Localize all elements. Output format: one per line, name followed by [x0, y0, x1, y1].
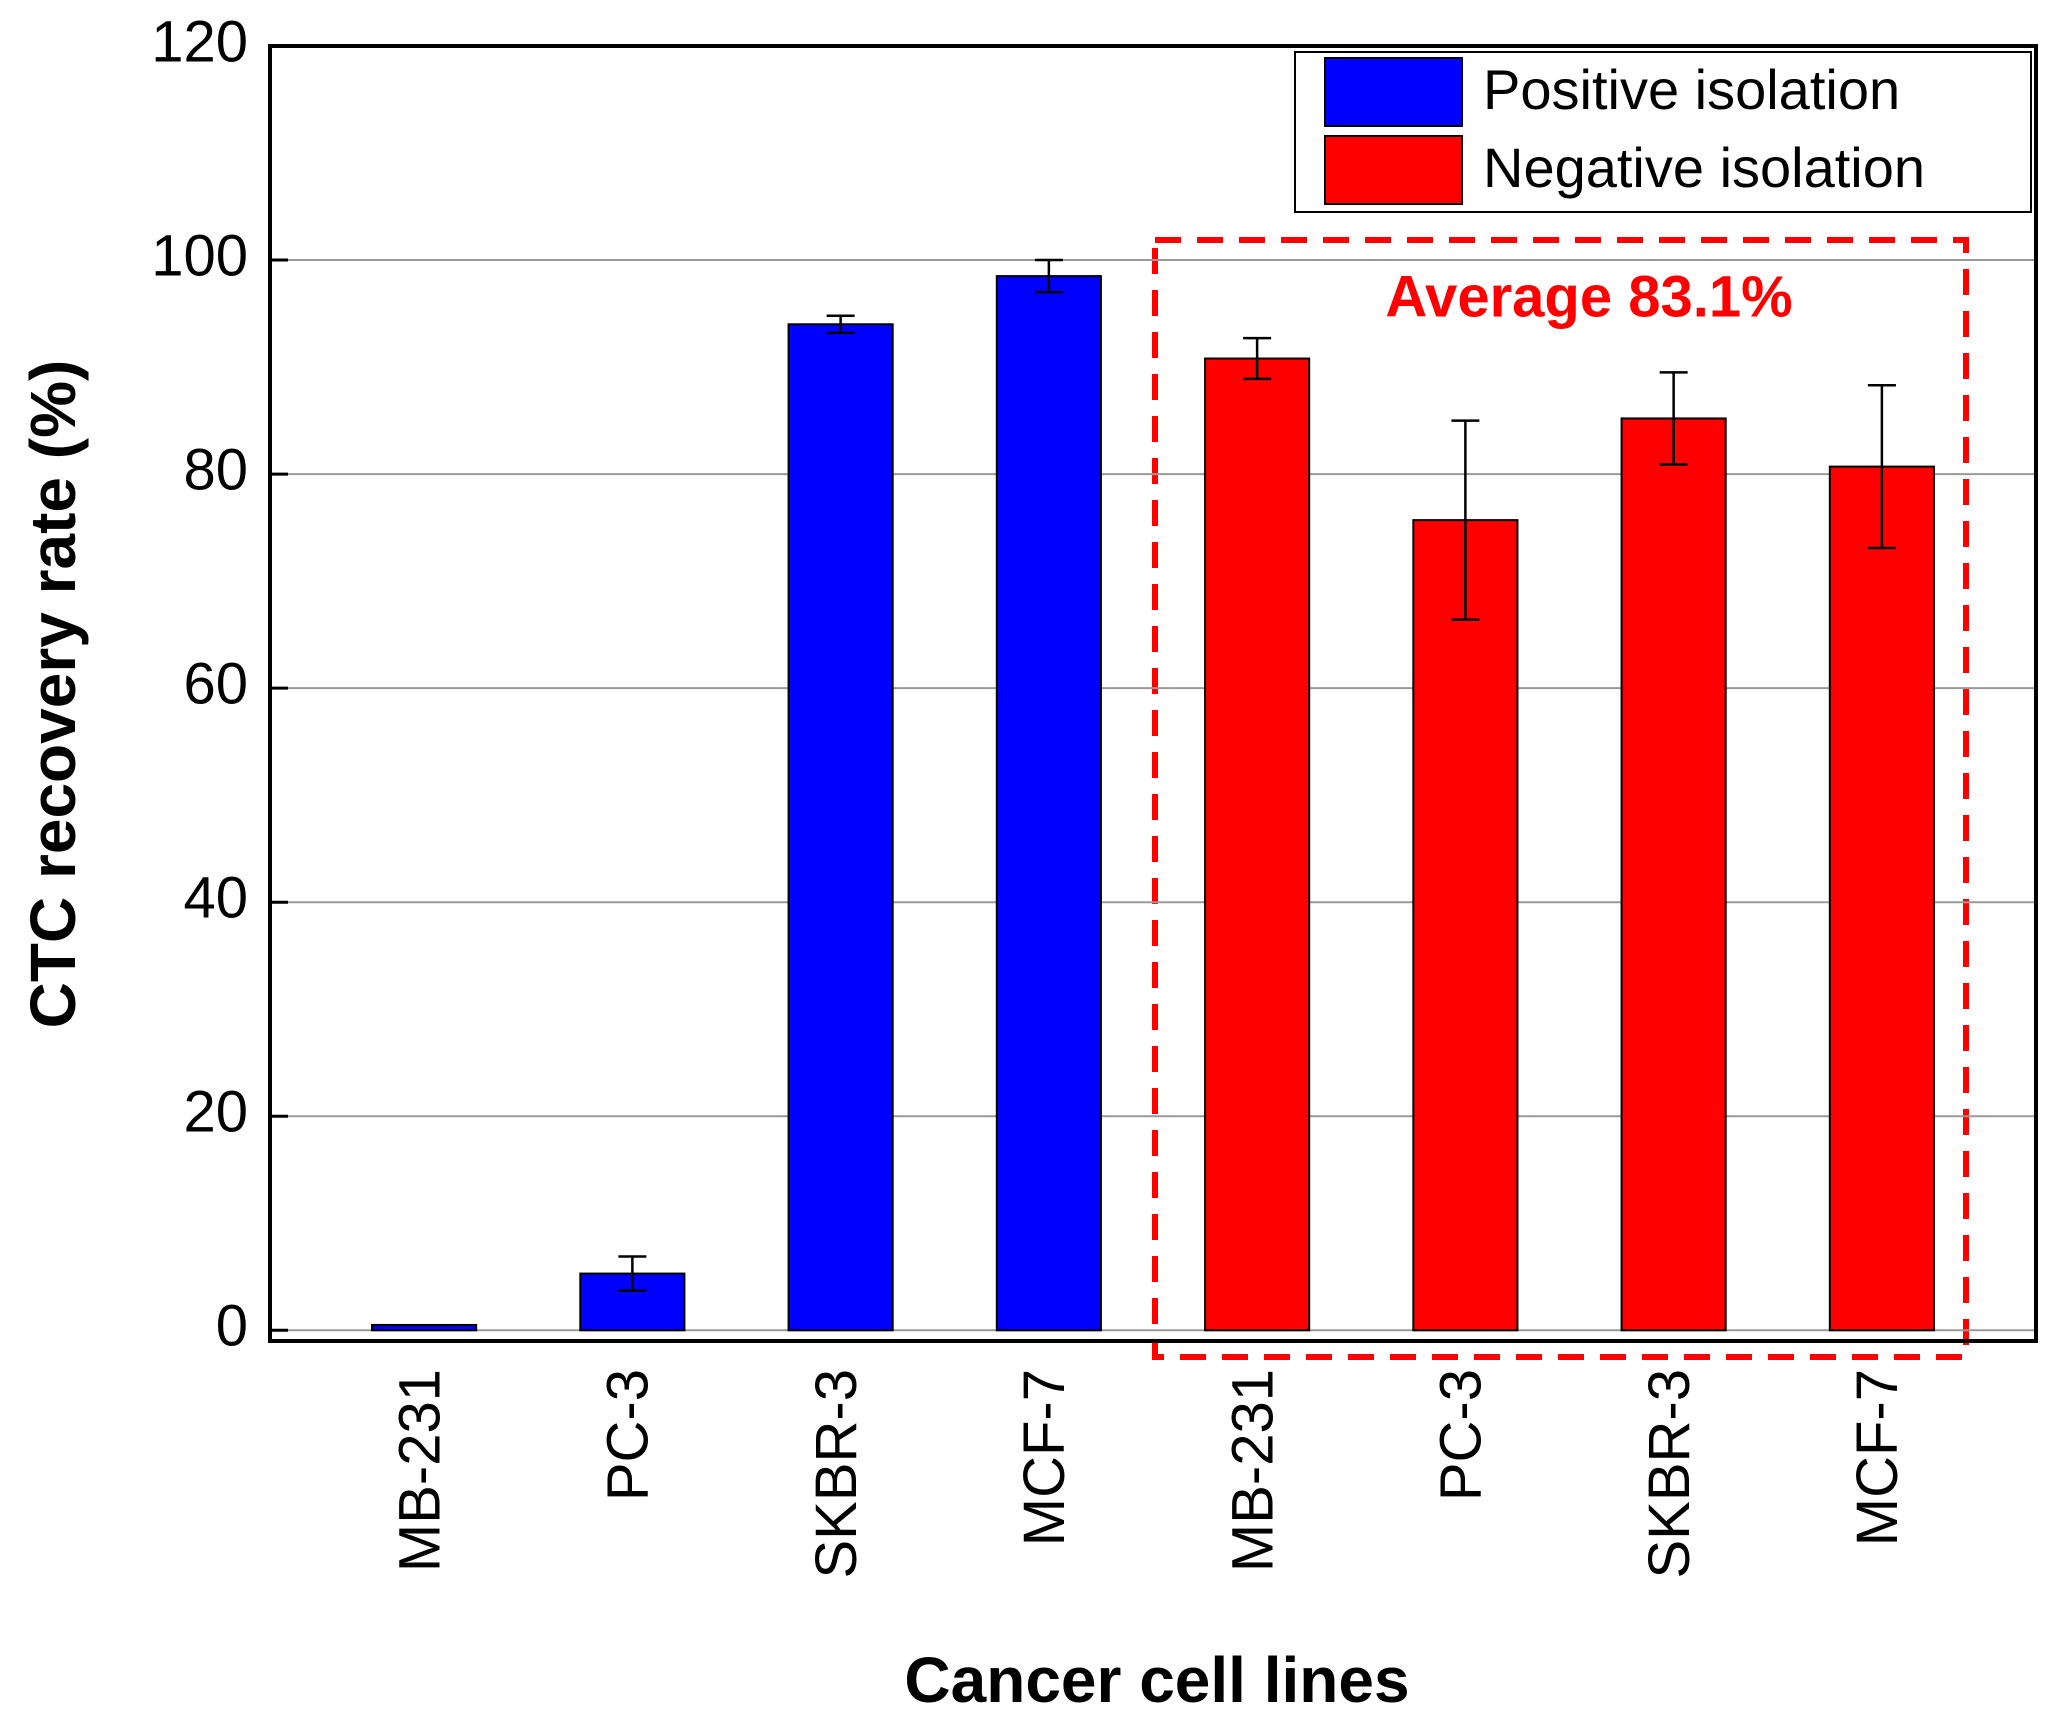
annotation: Average 83.1%	[1385, 264, 1792, 329]
y-tick-label: 0	[216, 1294, 248, 1359]
x-tick-label: MCF-7	[1012, 1369, 1077, 1546]
legend-label: Negative isolation	[1483, 136, 1925, 199]
x-tick-label: PC-3	[1429, 1369, 1494, 1501]
plot-frame	[268, 44, 2038, 1343]
legend-swatch	[1324, 57, 1463, 127]
y-tick-label: 20	[183, 1080, 248, 1145]
x-axis-title: Cancer cell lines	[904, 1644, 1409, 1716]
x-tick-label: MB-231	[1220, 1369, 1285, 1572]
y-axis-title: CTC recovery rate (%)	[17, 360, 89, 1029]
highlight-box	[1152, 237, 1969, 1360]
bar	[787, 323, 894, 1332]
y-tick-label: 80	[183, 437, 248, 502]
legend-label: Positive isolation	[1483, 58, 1900, 121]
bar	[371, 1323, 478, 1332]
y-tick-label: 120	[151, 9, 248, 74]
x-tick-label: SKBR-3	[1637, 1369, 1702, 1579]
bar	[1204, 357, 1311, 1332]
bar	[1828, 465, 1935, 1332]
legend-swatch	[1324, 135, 1463, 205]
bar	[1620, 417, 1727, 1332]
x-tick-label: SKBR-3	[804, 1369, 869, 1579]
bar	[1412, 519, 1519, 1332]
y-tick-label: 60	[183, 651, 248, 716]
y-tick-label: 100	[151, 223, 248, 288]
y-tick-label: 40	[183, 866, 248, 931]
x-tick-label: PC-3	[596, 1369, 661, 1501]
x-tick-label: MCF-7	[1845, 1369, 1910, 1546]
bar	[995, 275, 1102, 1332]
x-tick-label: MB-231	[387, 1369, 452, 1572]
